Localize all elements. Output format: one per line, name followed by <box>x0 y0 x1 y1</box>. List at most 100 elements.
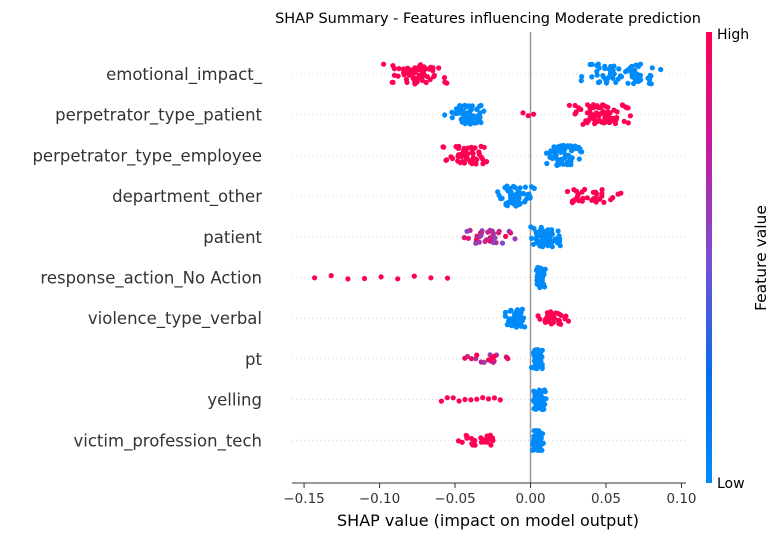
shap-dot <box>443 157 449 163</box>
shap-dot <box>473 240 479 246</box>
chart-title: SHAP Summary - Features influencing Mode… <box>275 11 701 27</box>
x-tick-label: −0.10 <box>359 491 400 507</box>
shap-dot <box>441 75 448 81</box>
shap-dot <box>496 228 502 234</box>
shap-dot <box>458 116 464 122</box>
shap-dot <box>564 188 571 195</box>
shap-dot <box>489 437 495 443</box>
shap-dot <box>560 142 567 148</box>
x-tick-label: 0.10 <box>666 491 696 507</box>
shap-dot <box>522 184 529 190</box>
shap-dot <box>423 79 429 86</box>
shap-dot <box>478 143 484 149</box>
shap-dot <box>455 438 462 444</box>
shap-dot <box>472 145 478 151</box>
colorbar <box>706 32 712 483</box>
shap-dot <box>473 120 479 126</box>
shap-dot <box>567 159 573 166</box>
shap-dot <box>632 77 638 83</box>
shap-dot <box>444 275 451 281</box>
shap-dot <box>473 156 479 162</box>
shap-dot <box>579 197 585 203</box>
shap-dot <box>378 274 384 280</box>
shap-dot <box>484 159 490 165</box>
shap-dot <box>513 200 519 206</box>
shap-dot <box>535 270 541 276</box>
dots-layer <box>312 61 664 453</box>
shap-dot <box>464 228 470 234</box>
shap-dot <box>441 144 447 150</box>
shap-dot <box>485 229 491 235</box>
colorbar-title: Feature value <box>752 205 770 311</box>
shap-dot <box>458 154 464 160</box>
shap-dot <box>473 161 479 167</box>
x-tick-label: −0.15 <box>283 491 324 507</box>
shap-dot <box>328 273 334 279</box>
shap-dot <box>519 307 525 313</box>
shap-dot <box>589 74 595 80</box>
shap-dot <box>563 313 569 319</box>
shap-dot <box>537 228 543 234</box>
shap-dot <box>530 447 536 453</box>
shap-dot <box>621 118 627 124</box>
shap-dot <box>483 237 489 243</box>
shap-dot <box>536 351 542 357</box>
shap-dot <box>455 145 461 151</box>
shap-dot <box>540 397 546 403</box>
shap-dot <box>618 74 625 80</box>
shap-dot <box>460 108 466 114</box>
shap-dot <box>553 148 559 154</box>
shap-dot <box>532 347 538 353</box>
shap-dot <box>468 397 474 403</box>
feature-label: perpetrator_type_patient <box>55 106 262 126</box>
shap-dot <box>535 445 542 451</box>
shap-dot <box>497 397 503 403</box>
shap-dot <box>513 309 519 315</box>
shap-dot <box>472 442 478 448</box>
shap-dot <box>462 355 468 361</box>
shap-dot <box>572 111 578 117</box>
shap-dot <box>438 398 444 404</box>
shap-dot <box>403 76 409 83</box>
shap-dot <box>565 152 572 158</box>
shap-dot <box>444 80 450 86</box>
shap-dot <box>406 71 412 77</box>
shap-dot <box>603 104 609 110</box>
shap-dot <box>522 198 528 204</box>
shap-dot <box>587 61 593 68</box>
shap-dot <box>456 398 462 404</box>
shap-dot <box>461 235 467 241</box>
shap-dot <box>400 66 406 72</box>
shap-dot <box>506 199 512 205</box>
shap-dot <box>395 73 401 79</box>
feature-label: response_action_No Action <box>40 269 262 289</box>
shap-dot <box>499 240 506 246</box>
shap-dot <box>485 396 492 402</box>
shap-dot <box>530 111 537 117</box>
shap-dot <box>418 64 424 70</box>
shap-dot <box>566 102 573 108</box>
shap-dot <box>595 118 601 124</box>
shap-dot <box>487 433 493 439</box>
shap-dot <box>442 112 448 118</box>
shap-dot <box>550 319 557 325</box>
shap-dot <box>411 273 417 279</box>
shap-dot <box>462 102 468 108</box>
shap-dot <box>470 115 476 121</box>
shap-dot <box>578 106 584 113</box>
shap-dot <box>556 235 562 241</box>
shap-dot <box>649 65 655 71</box>
shap-dot <box>514 324 520 330</box>
shap-dot <box>461 113 467 119</box>
shap-dot <box>578 78 584 84</box>
shap-dot <box>539 237 545 244</box>
shap-dot <box>571 187 577 193</box>
shap-dot <box>412 81 418 87</box>
shap-dot <box>577 148 584 155</box>
feature-label: victim_profession_tech <box>74 431 262 451</box>
shap-dot <box>502 184 508 191</box>
shap-dot <box>584 195 590 201</box>
feature-label: emotional_impact_ <box>106 65 263 85</box>
shap-dot <box>478 154 484 160</box>
